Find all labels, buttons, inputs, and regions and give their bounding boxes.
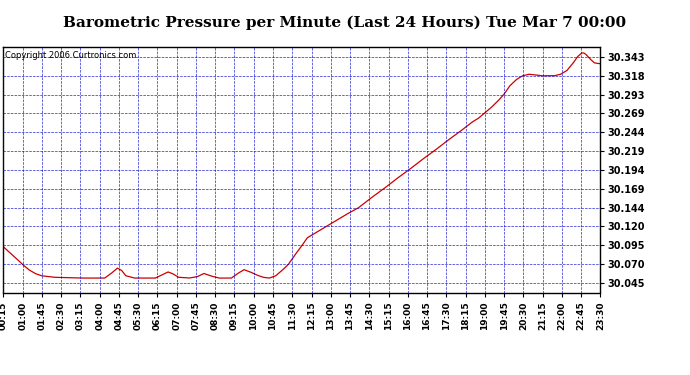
Text: Copyright 2006 Curtronics.com: Copyright 2006 Curtronics.com [5,51,136,60]
Text: Barometric Pressure per Minute (Last 24 Hours) Tue Mar 7 00:00: Barometric Pressure per Minute (Last 24 … [63,15,627,30]
